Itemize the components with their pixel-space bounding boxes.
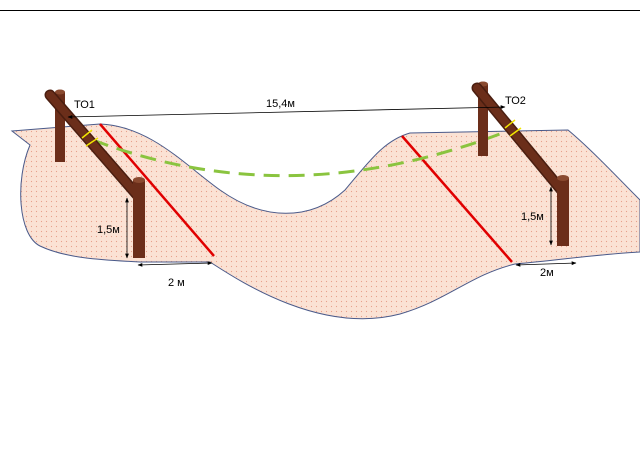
lashing-right-1 [504,119,516,129]
stake-right [557,175,569,246]
anchor-post-left [55,89,65,162]
lashing-left [81,129,99,147]
anchor-label-to2: ТО2 [505,95,526,107]
stake-left [133,177,145,258]
post-left-vertical-top [55,89,65,95]
height-label-right: 1,5м [521,211,544,223]
offset-label-right: 2м [540,267,554,279]
boundary-line-left [99,123,215,257]
post-left-vertical [55,92,65,162]
offset-dimension-right [515,261,577,267]
span-dimension-arrow [67,105,506,119]
strut-left [44,89,144,202]
top-divider [0,10,640,11]
terrain-ravine [10,123,640,320]
stake-right-body [557,178,569,246]
offset-dimension-left [137,261,213,267]
stake-left-body [133,180,145,258]
lashing-left-1 [81,129,93,139]
height-label-left: 1,5м [97,224,120,236]
span-distance-label: 15,4м [266,98,295,110]
strut-left-highlight [46,91,142,200]
lashing-right-2 [509,127,522,137]
stake-right-top [557,175,569,181]
stake-left-top [133,177,145,183]
lashing-right [504,119,522,137]
offset-label-left: 2 м [168,277,185,289]
rope-crossing [92,130,506,178]
lashing-left-2 [85,137,99,147]
boundary-line-right [401,135,513,263]
post-right-vertical [478,84,488,156]
anchor-label-to1: ТО1 [74,99,95,111]
